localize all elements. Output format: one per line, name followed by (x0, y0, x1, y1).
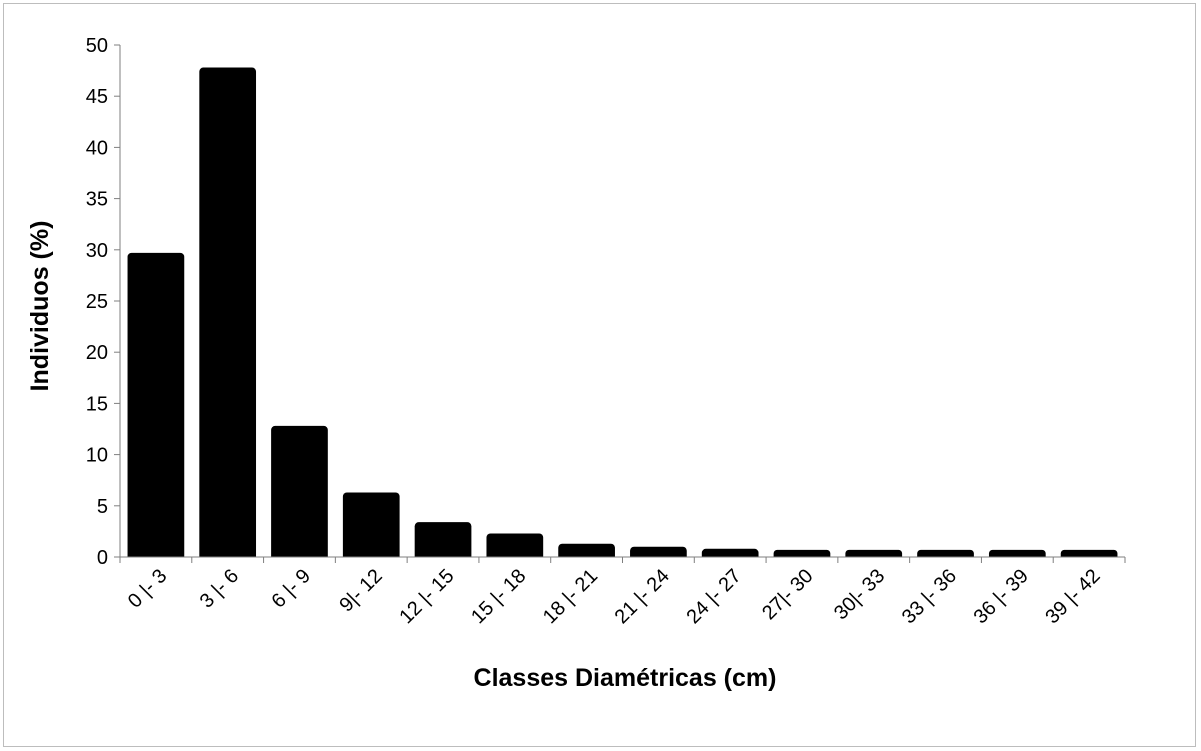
x-tick-label-12: 36 |- 39 (970, 565, 1033, 628)
x-tick-label-1: 3 |- 6 (196, 565, 244, 613)
y-tick-label-6: 30 (86, 240, 108, 262)
bar-0 (127, 252, 185, 561)
x-tick-label-2: 6 |- 9 (267, 565, 315, 613)
x-tick-label-10: 30|- 33 (830, 565, 889, 624)
x-tick-label-8: 24 |- 27 (682, 565, 745, 628)
y-tick-label-2: 10 (86, 445, 108, 467)
x-tick-label-9: 27|- 30 (758, 565, 817, 624)
x-tick-label-13: 39 |- 42 (1041, 565, 1104, 628)
y-tick-label-9: 45 (86, 86, 108, 108)
x-tick-label-5: 15 |- 18 (467, 565, 530, 628)
y-axis-title: Individuos (%) (26, 221, 54, 392)
y-tick-label-10: 50 (86, 35, 108, 57)
axes-group (114, 44, 1126, 563)
y-tick-label-5: 25 (86, 291, 108, 313)
x-tick-label-3: 9|- 12 (335, 565, 386, 616)
x-tick-label-11: 33 |- 36 (898, 565, 961, 628)
y-tick-label-3: 15 (86, 393, 108, 415)
bar-2 (271, 425, 328, 561)
bar-3 (342, 492, 400, 561)
bar-1 (199, 67, 257, 561)
bar-4 (414, 522, 472, 561)
x-axis-title: Classes Diamétricas (cm) (474, 664, 777, 692)
bar-5 (486, 533, 544, 561)
y-tick-label-7: 35 (86, 189, 108, 211)
y-tick-label-0: 0 (97, 547, 108, 569)
x-tick-label-6: 18 |- 21 (539, 565, 602, 628)
x-tick-label-0: 0 |- 3 (124, 565, 172, 613)
y-tick-label-1: 5 (97, 496, 108, 518)
x-tick-label-4: 12 |- 15 (395, 565, 458, 628)
y-tick-label-8: 40 (86, 137, 108, 159)
y-tick-label-4: 20 (86, 342, 108, 364)
x-tick-label-7: 21 |- 24 (611, 565, 674, 628)
bars-group (118, 67, 1127, 565)
